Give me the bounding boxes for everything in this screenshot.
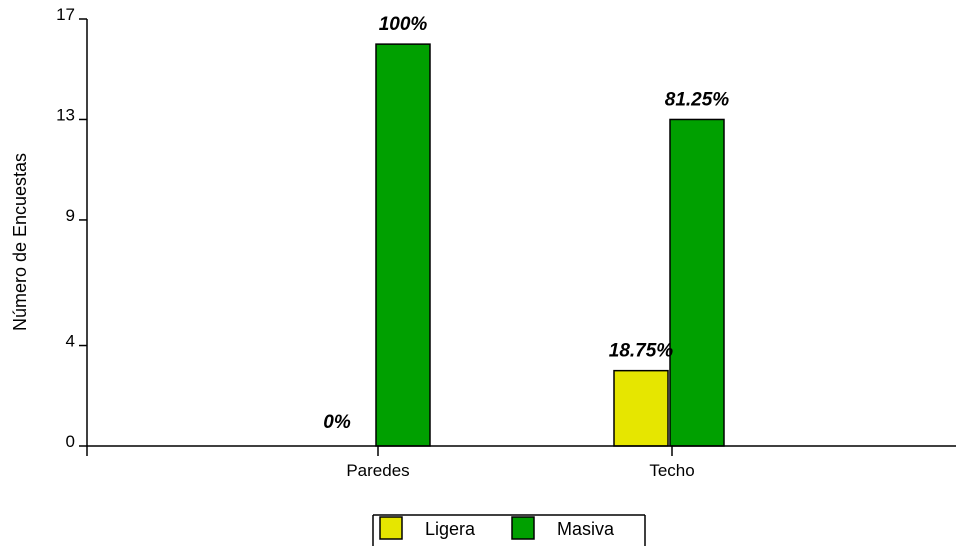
data-label: 0% xyxy=(323,412,351,433)
legend-swatch-ligera xyxy=(379,516,403,540)
bar-ligera-techo xyxy=(613,369,669,447)
y-tick-label: 17 xyxy=(56,5,75,24)
data-labels-group: 0% 18.75% 100% 81.25% xyxy=(323,14,729,433)
data-label: 100% xyxy=(379,14,428,35)
y-tick-label: 0 xyxy=(66,432,75,451)
data-label: 18.75% xyxy=(609,341,674,362)
bar-masiva-paredes xyxy=(375,43,431,447)
data-label: 81.25% xyxy=(665,89,730,110)
legend-swatch-masiva xyxy=(511,516,535,540)
y-tick-label: 13 xyxy=(56,105,75,124)
legend: Ligera Masiva xyxy=(372,514,646,546)
y-tick-label: 9 xyxy=(66,206,75,225)
x-tick-label: Paredes xyxy=(346,461,409,480)
y-axis-ticks: 0 4 9 13 17 xyxy=(56,5,87,451)
legend-label-ligera: Ligera xyxy=(425,519,476,539)
x-axis-ticks: Paredes Techo xyxy=(86,446,695,480)
legend-label-masiva: Masiva xyxy=(557,519,615,539)
bar-masiva-techo xyxy=(669,118,725,447)
y-tick-label: 4 xyxy=(66,332,75,351)
x-tick-label: Techo xyxy=(649,461,694,480)
y-axis-title: Número de Encuestas xyxy=(10,153,30,331)
bars-group xyxy=(375,43,725,447)
